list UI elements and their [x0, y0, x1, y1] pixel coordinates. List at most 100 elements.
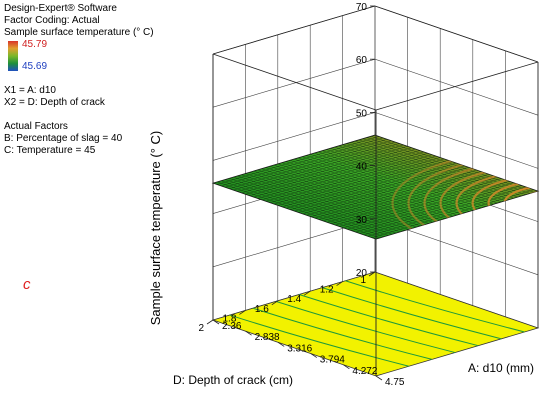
mesh-line-y: [229, 178, 393, 235]
mesh-line-x: [306, 167, 469, 216]
mesh-line-y: [213, 182, 377, 240]
mesh-line-x: [331, 175, 494, 224]
back-wall-gridline: [374, 112, 539, 169]
mesh-line-x: [322, 172, 486, 222]
back-wall-gridline: [374, 58, 539, 116]
mesh-line-y: [273, 164, 437, 222]
z-tick-label: 60: [356, 55, 368, 66]
z-tick-label: 70: [356, 2, 368, 13]
legend-color-bar: [8, 41, 18, 71]
y-tick-mark: [206, 319, 214, 325]
top-front-edge: [212, 53, 377, 111]
y-tick-mark: [303, 290, 311, 296]
mesh-line-x: [298, 164, 461, 213]
mesh-line-y: [253, 170, 417, 228]
top-right-edge: [375, 61, 539, 111]
response-label: Sample surface temperature (° C): [4, 27, 154, 38]
y-tick-label: 1.2: [320, 285, 334, 296]
floor-fill: [211, 271, 540, 377]
mesh-line-y: [265, 167, 429, 224]
y-tick-mark: [239, 310, 246, 315]
mesh-line-y: [269, 166, 433, 223]
x-tick-mark: [277, 342, 285, 347]
color-legend: 45.79 45.69: [4, 39, 154, 73]
mesh-line-y: [257, 169, 421, 227]
mesh-line-y: [249, 172, 413, 229]
z-axis-label: Sample surface temperature (° C): [148, 131, 163, 326]
x1-definition: X1 = A: d10: [4, 85, 56, 96]
z-tick-label: 50: [356, 108, 368, 119]
surface-contour-arc: [455, 167, 538, 239]
top-left-edge: [212, 5, 376, 55]
mesh-line-x: [318, 171, 481, 220]
y-tick-label: 1.8: [222, 313, 236, 324]
left-wall-gridline: [212, 112, 376, 161]
mesh-line-y: [281, 162, 445, 219]
floor-contour-line: [322, 287, 502, 340]
legend-min-value: 45.69: [22, 61, 48, 72]
x-axis-label: A: d10 (mm): [468, 361, 534, 375]
x-tick-mark: [310, 353, 318, 358]
floor-contour-line: [252, 307, 433, 360]
y-tick-label: 1.6: [255, 304, 269, 315]
mesh-line-y: [285, 161, 449, 218]
x-tick-mark: [245, 330, 252, 336]
y-tick-label: 2: [198, 323, 204, 334]
mesh-line-y: [225, 179, 389, 236]
mesh-line-x: [302, 165, 465, 215]
z-tick-label: 30: [356, 215, 368, 226]
mesh-line-x: [327, 174, 490, 223]
y-tick-label: 1.4: [287, 294, 301, 305]
mesh-line-y: [245, 173, 409, 230]
mesh-line-x: [355, 183, 518, 233]
z-tick-label: 20: [356, 268, 368, 279]
mesh-line-y: [293, 158, 458, 216]
info-panel: Design-Expert® Software Factor Coding: A…: [4, 3, 154, 157]
mesh-line-x: [339, 178, 502, 227]
x-tick-label: 4.75: [385, 377, 405, 388]
surface-contour-arc: [439, 162, 538, 240]
surface-contour-arc: [423, 157, 538, 240]
floor-contour-line: [345, 280, 525, 333]
surface-contour-arc: [391, 146, 538, 240]
floor-contour-line: [298, 294, 479, 347]
x-tick-mark: [343, 364, 350, 370]
actual-factor-b: B: Percentage of slag = 40: [4, 133, 123, 144]
software-name: Design-Expert® Software: [4, 3, 117, 14]
mesh-line-y: [233, 176, 397, 234]
mesh-line-x: [367, 188, 530, 237]
axis-ticks: 20 30 40 50 60 70 2.36 2.838 3.316 3.794 4.272 4.75…: [198, 2, 404, 388]
floor-contour-line: [275, 300, 456, 354]
panel-letter: c: [23, 276, 31, 293]
y-axis-label: D: Depth of crack (cm): [173, 373, 293, 387]
floor-contour-line: [229, 314, 409, 367]
actual-factors-title: Actual Factors: [4, 121, 68, 132]
mesh-line-x: [310, 168, 473, 217]
surface-contour-arc: [407, 151, 538, 240]
y-tick-label: 1: [360, 275, 366, 286]
mesh-line-y: [237, 175, 401, 233]
mesh-line-y: [221, 180, 385, 237]
mesh-line-y: [261, 168, 425, 225]
x-tick-mark: [375, 375, 383, 381]
x-tick-label: 3.794: [320, 355, 345, 366]
top-back-edge: [374, 5, 539, 63]
mesh-line-x: [375, 190, 538, 240]
mesh-line-y: [216, 181, 381, 239]
left-wall-gridline: [212, 58, 376, 108]
legend-max-value: 45.79: [22, 39, 48, 50]
x-tick-mark: [212, 319, 220, 325]
y-tick-mark: [271, 300, 279, 306]
mesh-line-y: [241, 174, 405, 231]
response-surface: [211, 134, 540, 240]
surface-mesh: [213, 135, 538, 240]
surface-contour-arc: [487, 178, 538, 228]
z-tick-label: 40: [356, 162, 368, 173]
mesh-line-y: [277, 163, 441, 221]
x-tick-label: 2.838: [255, 332, 280, 343]
x-tick-label: 2.36: [222, 321, 242, 332]
contour-floor: [211, 271, 540, 377]
x-tick-label: 3.316: [287, 343, 312, 354]
surface-contour-arc: [471, 172, 538, 234]
